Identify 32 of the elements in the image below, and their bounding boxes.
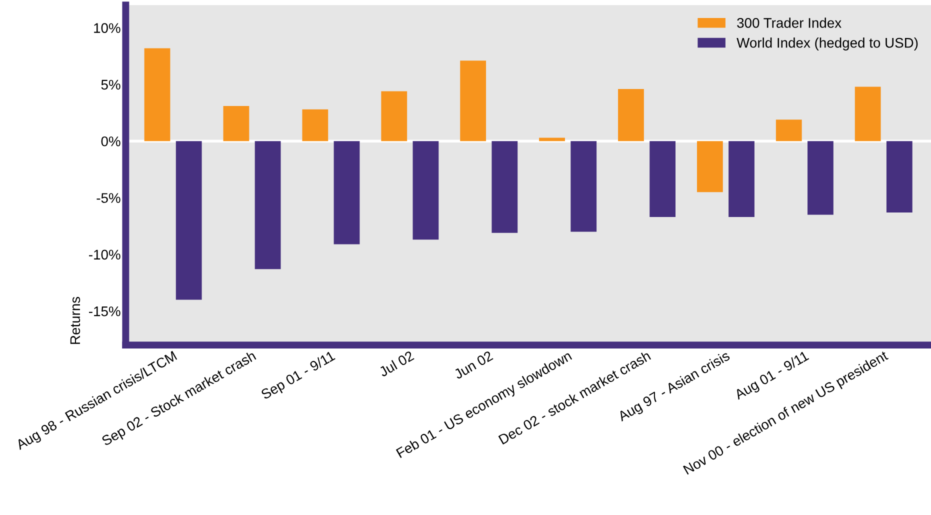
bar	[381, 91, 408, 142]
bar	[460, 60, 486, 142]
bar	[223, 106, 250, 142]
bar	[334, 141, 360, 244]
x-tick-label: Jul 02	[378, 350, 414, 378]
bar	[570, 141, 597, 232]
x-tick-label: Sep 01 - 9/11	[260, 350, 337, 402]
y-tick-label: -5%	[96, 193, 120, 203]
bar	[302, 109, 328, 142]
bar	[776, 120, 802, 142]
bar	[539, 138, 565, 142]
legend-label: World Index (hedged to USD)	[736, 38, 918, 50]
bar	[854, 86, 881, 142]
y-axis-title: Returns	[70, 296, 80, 344]
bar	[254, 141, 281, 270]
bar	[618, 88, 644, 142]
y-tick-label: -15%	[89, 306, 120, 316]
bar	[492, 141, 518, 233]
bar	[886, 141, 912, 212]
bar	[696, 141, 723, 192]
bar	[650, 141, 676, 218]
y-tick-label: 10%	[94, 23, 120, 33]
bar	[728, 141, 754, 218]
x-tick-label: Jun 02	[453, 350, 494, 380]
bar	[176, 141, 202, 300]
y-tick-label: 0%	[101, 136, 120, 146]
bar	[144, 48, 170, 142]
y-tick-label: 5%	[101, 80, 120, 90]
bar	[412, 141, 439, 240]
bar	[808, 141, 834, 215]
legend-label: 300 Trader Index	[737, 18, 842, 28]
y-tick-label: -10%	[89, 250, 120, 260]
